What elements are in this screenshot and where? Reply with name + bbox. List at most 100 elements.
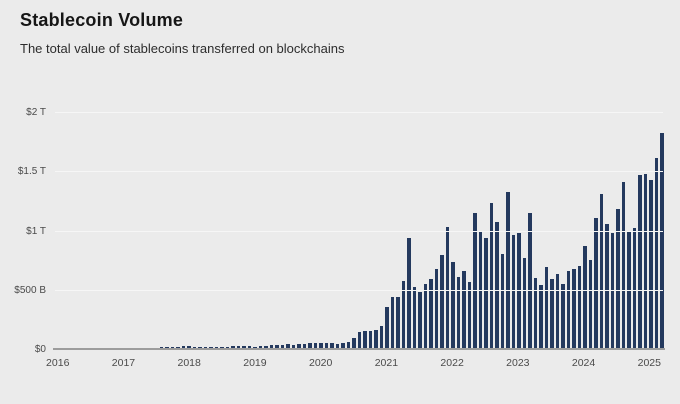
bar-2022-01 [451, 262, 455, 349]
bar-2025-03 [660, 133, 664, 349]
bar-2023-12 [577, 266, 581, 349]
x-axis-labels: 2016 2017 2018 2019 2020 2021 2022 2023 2024 2025 [46, 357, 663, 373]
bar-2024-11 [638, 175, 642, 349]
bar-2023-04 [533, 277, 537, 349]
bar-2020-01 [319, 343, 323, 349]
bar-2021-03 [396, 297, 400, 349]
bar-2022-04 [467, 282, 471, 349]
chart-header: Stablecoin Volume The total value of sta… [20, 10, 660, 56]
bar-2022-03 [462, 270, 466, 349]
bar-2023-10 [566, 270, 570, 349]
bar-2019-08 [291, 344, 295, 349]
bar-2021-12 [445, 227, 449, 349]
x-axis-line [53, 348, 665, 350]
gridline-1500 [55, 171, 663, 173]
bar-2018-10 [236, 346, 240, 349]
bar-2018-07 [220, 346, 224, 349]
x-tick-label-2019: 2019 [243, 357, 267, 369]
x-tick-label-2025: 2025 [637, 357, 661, 369]
bar-2019-07 [286, 344, 290, 349]
bar-2021-11 [440, 255, 444, 349]
gridline-1000 [55, 230, 663, 232]
bar-2021-10 [434, 268, 438, 349]
gridline-500 [55, 289, 663, 291]
bar-2021-01 [385, 306, 389, 349]
bar-2023-01 [517, 232, 521, 349]
bar-2021-05 [407, 237, 411, 349]
bar-2022-10 [500, 253, 504, 349]
y-axis-labels: $0 $500 B $1 T $1.5 T $2 T [0, 107, 46, 355]
chart-subtitle: The total value of stablecoins transferr… [20, 41, 345, 56]
bar-2025-01 [649, 180, 653, 349]
bar-2020-05 [341, 342, 345, 349]
bar-2022-05 [473, 212, 477, 349]
bar-2024-05 [605, 224, 609, 349]
bar-2022-08 [489, 203, 493, 349]
x-tick-label-2024: 2024 [571, 357, 596, 369]
bar-2022-12 [511, 235, 515, 349]
bar-2018-05 [209, 346, 213, 349]
bar-2020-10 [368, 331, 372, 349]
x-tick-label-2018: 2018 [177, 357, 201, 369]
y-tick-label-500: $500 B [14, 284, 46, 296]
bar-2020-12 [379, 325, 383, 349]
bar-2019-05 [275, 344, 279, 349]
bar-2024-01 [583, 245, 587, 349]
bar-2020-04 [335, 344, 339, 349]
x-tick-label-2021: 2021 [374, 357, 399, 369]
bar-2018-03 [198, 346, 202, 349]
bar-2019-09 [297, 344, 301, 349]
bar-2020-03 [330, 342, 334, 349]
bar-2018-04 [203, 346, 207, 349]
bar-2020-11 [374, 329, 378, 349]
bar-2024-08 [621, 182, 625, 349]
bar-2024-10 [632, 227, 636, 349]
bar-2024-06 [610, 232, 614, 349]
bar-2021-09 [429, 278, 433, 349]
bar-2019-11 [308, 343, 312, 349]
bar-2018-08 [225, 346, 229, 349]
bar-2020-09 [363, 331, 367, 349]
bar-2017-11 [176, 346, 180, 349]
bar-2022-09 [495, 222, 499, 349]
page-title: Stablecoin Volume [20, 10, 184, 30]
bar-2023-08 [555, 273, 559, 349]
bar-2018-01 [187, 346, 191, 349]
bar-2024-02 [588, 259, 592, 349]
x-tick-label-2023: 2023 [506, 357, 530, 369]
bar-2021-02 [390, 297, 394, 349]
bar-2017-12 [181, 346, 185, 349]
bar-2023-05 [539, 284, 543, 349]
gridline-2000 [55, 112, 663, 113]
bar-2019-10 [302, 343, 306, 349]
y-tick-label-0: $0 [34, 344, 46, 355]
bar-2021-06 [412, 287, 416, 349]
x-tick-label-2016: 2016 [46, 357, 70, 369]
bar-2020-06 [346, 341, 350, 349]
bar-2023-02 [522, 257, 526, 349]
bar-2024-03 [594, 218, 598, 349]
bar-2019-06 [280, 344, 284, 349]
bar-2024-04 [599, 194, 603, 349]
bar-2024-12 [643, 174, 647, 349]
bar-2020-02 [324, 343, 328, 349]
bar-2023-11 [572, 268, 576, 349]
y-tick-label-1500: $1.5 T [17, 166, 46, 178]
bar-2019-04 [269, 344, 273, 349]
bar-2018-06 [214, 346, 218, 349]
bar-2018-02 [192, 346, 196, 349]
bar-2019-03 [264, 345, 268, 349]
bar-2020-07 [352, 338, 356, 349]
bar-2021-08 [423, 283, 427, 349]
bar-2018-09 [231, 346, 235, 349]
bar-2022-02 [456, 276, 460, 349]
bar-2022-07 [484, 237, 488, 349]
bar-2023-09 [561, 283, 565, 349]
bar-2023-07 [550, 278, 554, 349]
bar-2021-07 [418, 291, 422, 349]
x-tick-label-2022: 2022 [440, 357, 464, 369]
y-tick-label-1000: $1 T [26, 225, 46, 237]
x-tick-label-2017: 2017 [111, 357, 136, 369]
bar-2023-06 [544, 266, 548, 349]
